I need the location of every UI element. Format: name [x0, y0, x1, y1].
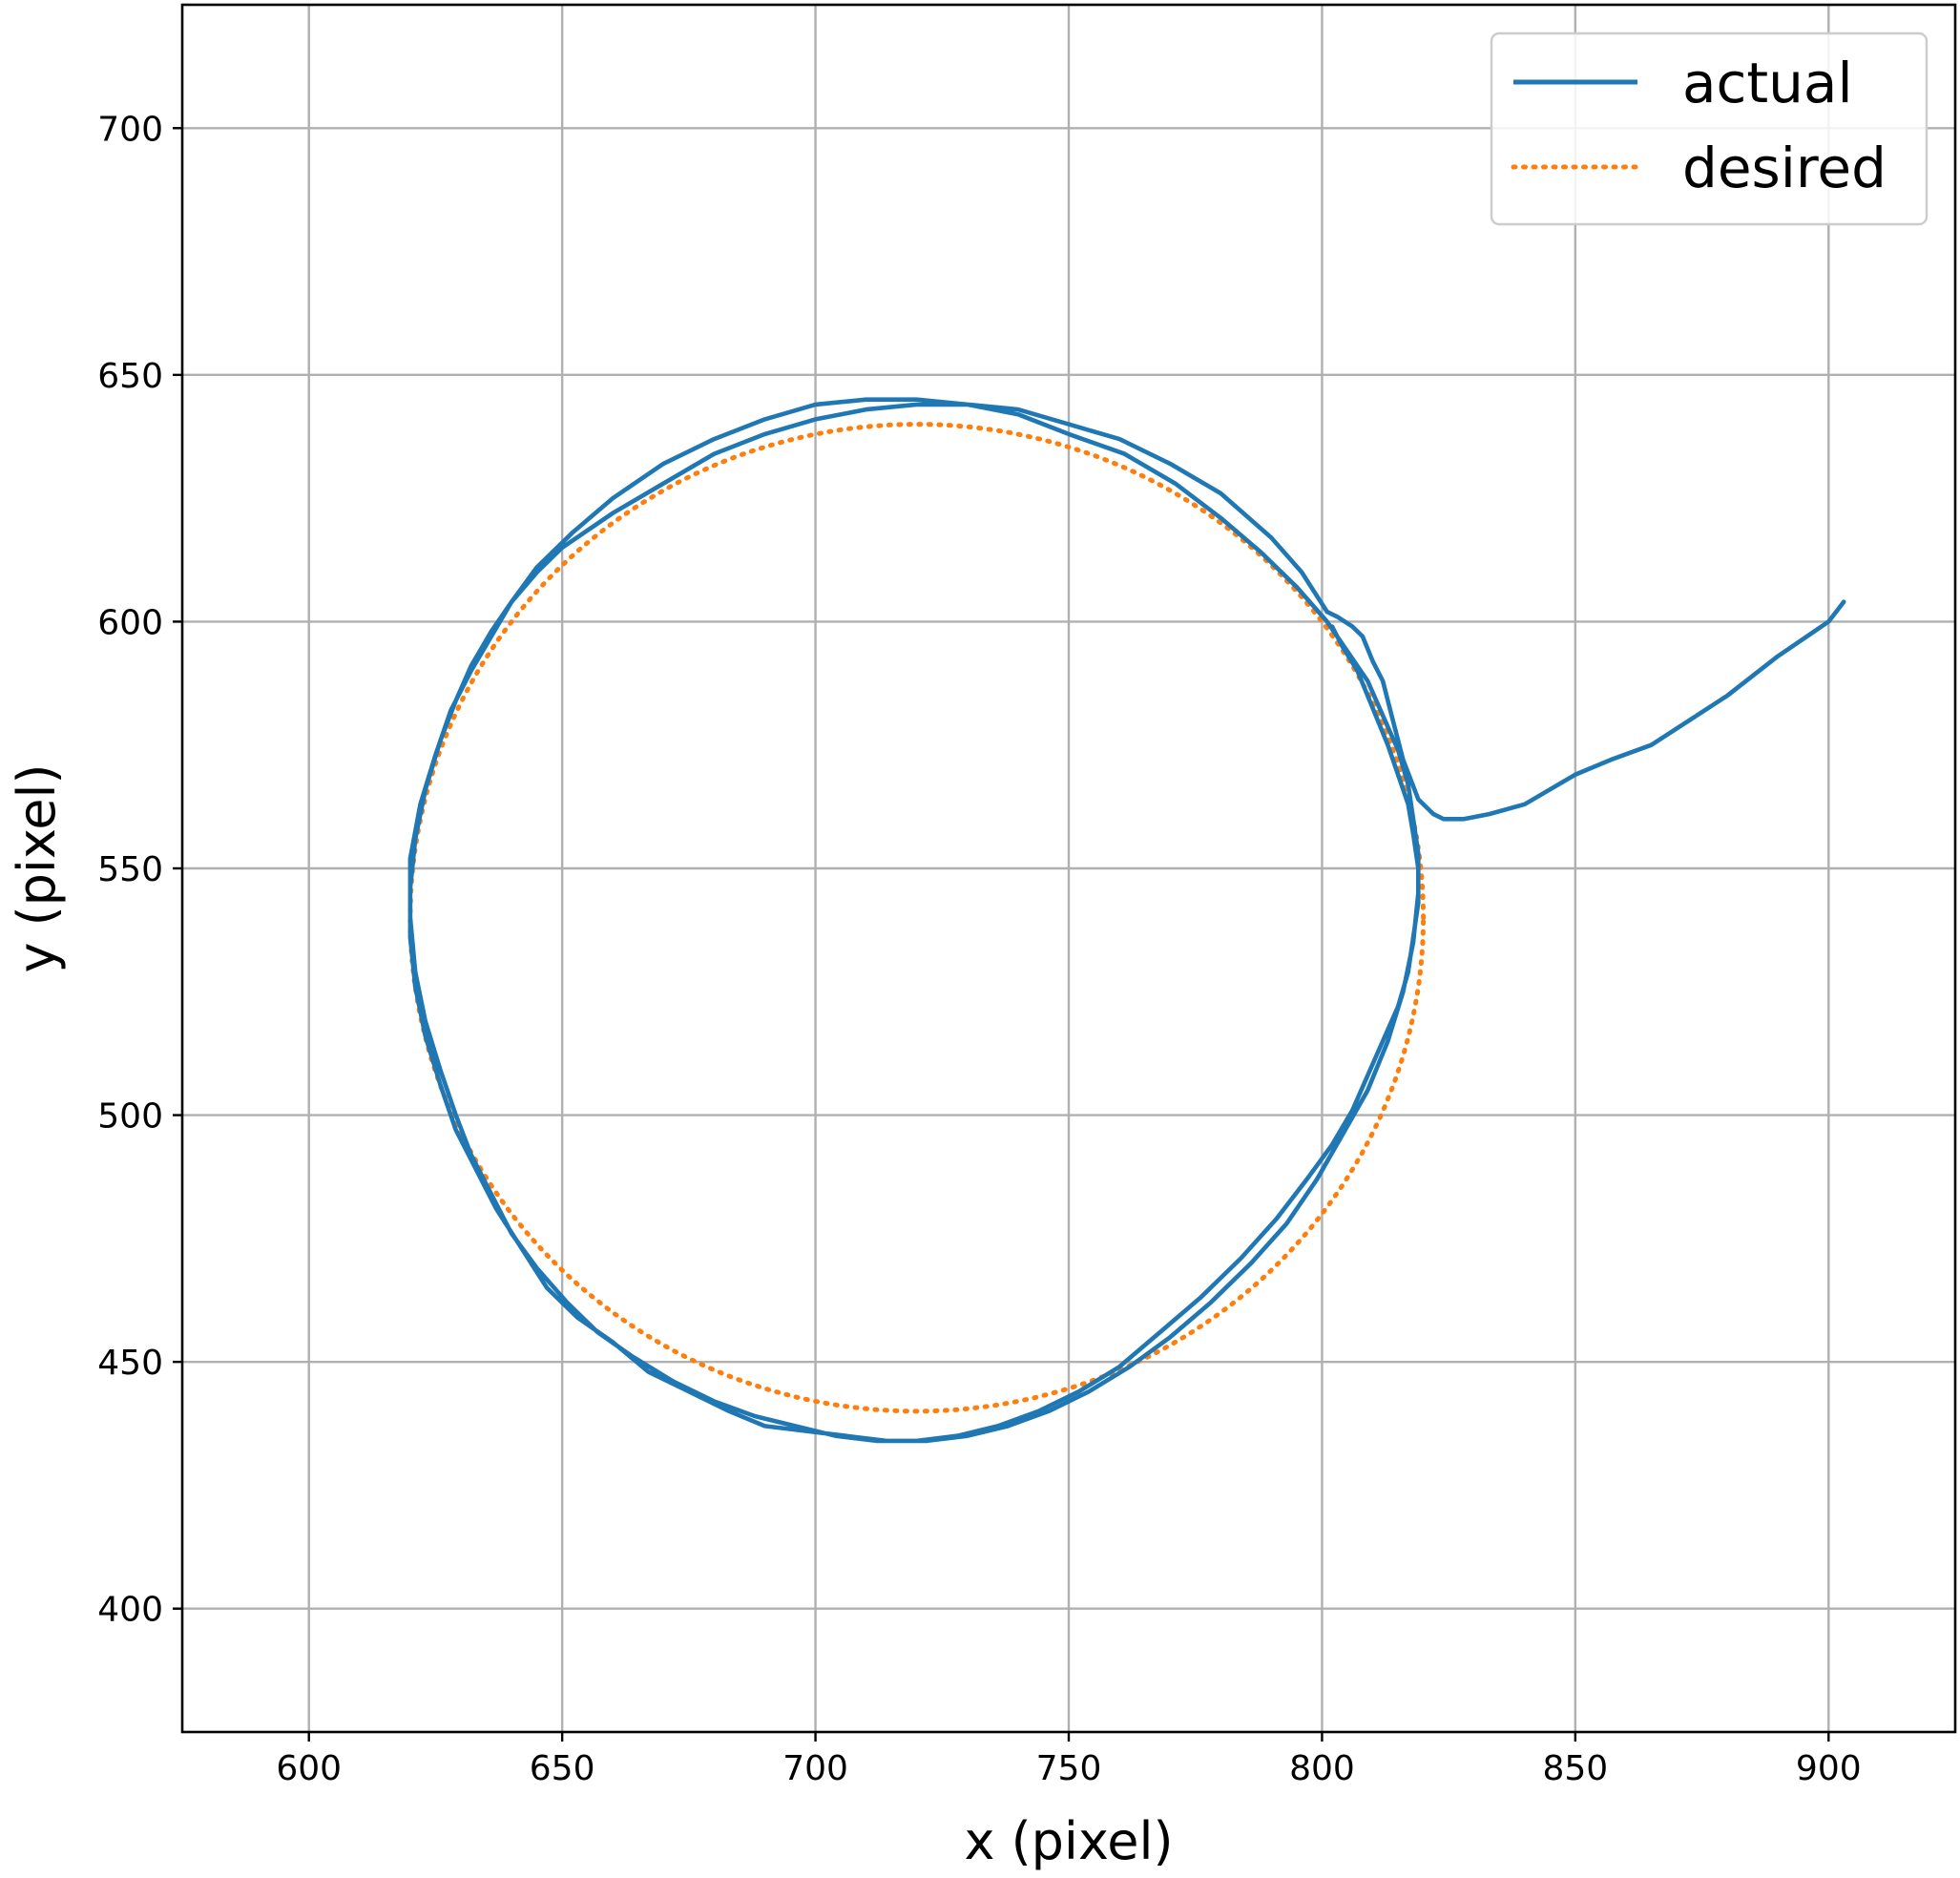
x-tick-label: 900	[1796, 1749, 1862, 1788]
legend: actual desired	[1490, 31, 1929, 226]
x-tick-label: 750	[1036, 1749, 1102, 1788]
x-tick-label: 700	[782, 1749, 848, 1788]
legend-label-actual: actual	[1682, 51, 1853, 115]
x-tick-label: 850	[1542, 1749, 1608, 1788]
y-tick-label: 500	[97, 1097, 163, 1137]
x-tick-label: 650	[530, 1749, 595, 1788]
legend-label-desired: desired	[1682, 136, 1887, 200]
x-axis-label: x (pixel)	[964, 1811, 1173, 1871]
y-axis-label: y (pixel)	[7, 763, 67, 972]
x-tick-label: 600	[276, 1749, 342, 1788]
plot-lines	[407, 397, 1846, 1444]
x-tick-label: 800	[1289, 1749, 1355, 1788]
series-line-actual	[407, 397, 1846, 1444]
y-tick-label: 650	[97, 357, 163, 396]
y-tick-label: 550	[97, 850, 163, 889]
y-tick-label: 400	[97, 1591, 163, 1630]
grid	[182, 5, 1955, 1732]
y-tick-label: 700	[97, 110, 163, 149]
ticks: 600 650 700 750 800 850 900 400 450 500 550 600 650 7…	[97, 110, 1861, 1788]
y-tick-label: 450	[97, 1344, 163, 1383]
y-tick-label: 600	[97, 603, 163, 642]
